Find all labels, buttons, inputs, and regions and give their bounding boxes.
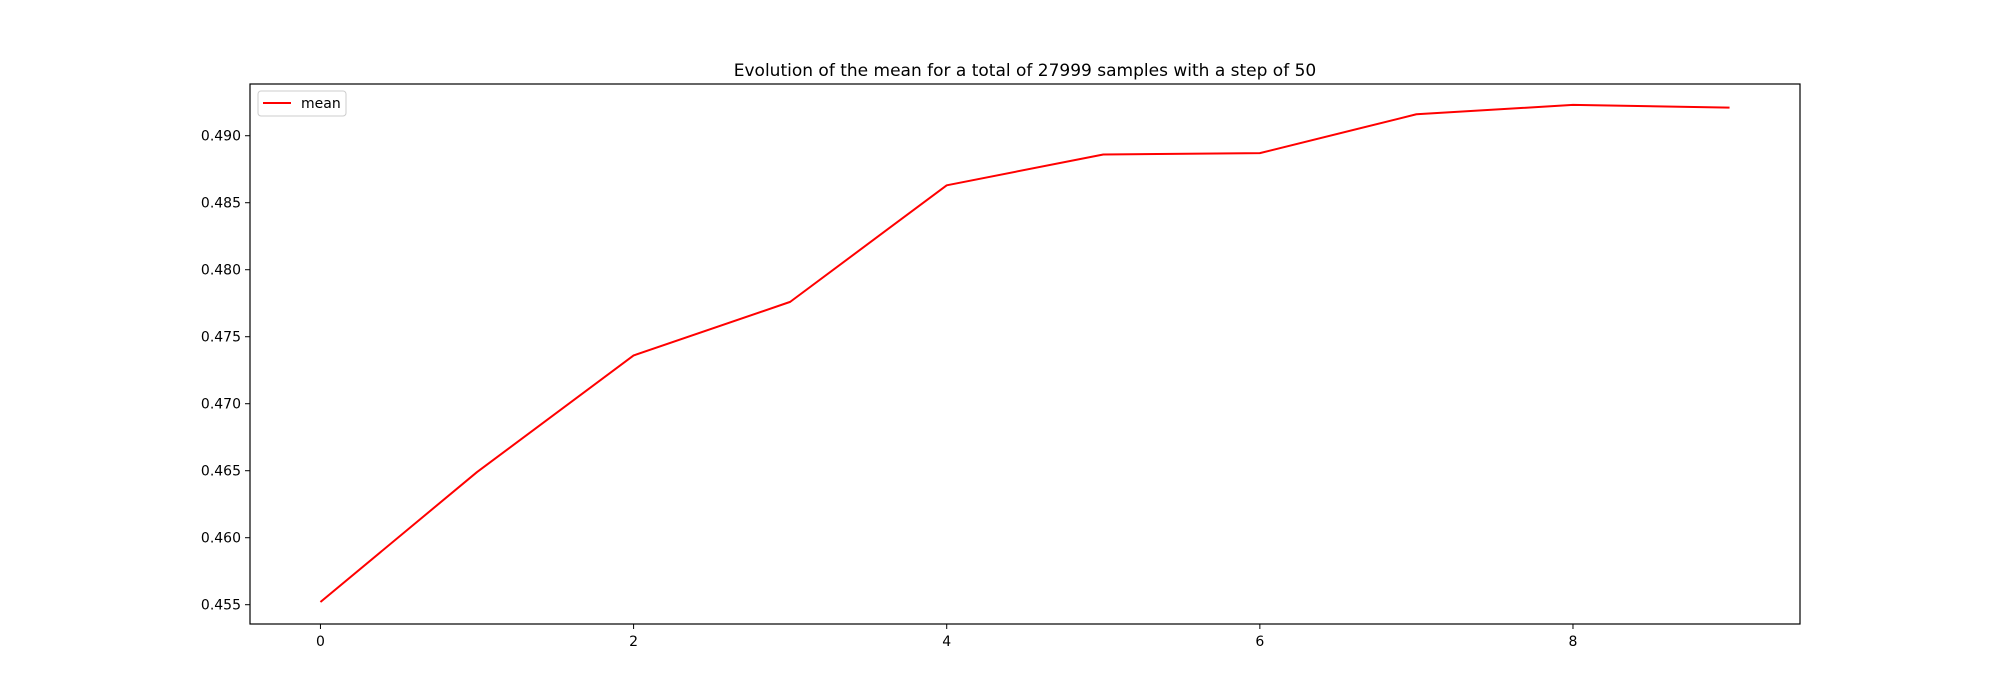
x-tick-label: 2 (629, 634, 638, 650)
y-tick-label: 0.475 (201, 330, 241, 346)
legend-entry-mean: mean (301, 96, 341, 112)
y-tick-label: 0.470 (201, 397, 241, 413)
y-tick-label: 0.465 (201, 464, 241, 480)
series-line-mean (319, 103, 1730, 603)
y-axis-ticks: 0.455 0.460 0.465 0.470 0.475 0.480 0.485 0.490 (201, 129, 250, 614)
series-layer (319, 103, 1730, 603)
x-tick-label: 4 (942, 634, 951, 650)
x-axis-ticks: 0 2 4 6 8 (316, 624, 1577, 650)
y-tick-label: 0.485 (201, 196, 241, 212)
x-tick-label: 6 (1255, 634, 1264, 650)
y-tick-label: 0.455 (201, 598, 241, 614)
y-tick-label: 0.480 (201, 263, 241, 279)
y-tick-label: 0.460 (201, 531, 241, 547)
x-tick-label: 0 (316, 634, 325, 650)
y-tick-label: 0.490 (201, 129, 241, 145)
chart-title: Evolution of the mean for a total of 279… (734, 61, 1316, 81)
x-tick-label: 8 (1569, 634, 1578, 650)
legend: mean (257, 90, 347, 117)
legend-box (257, 90, 347, 117)
plot-area-frame (249, 83, 1801, 625)
